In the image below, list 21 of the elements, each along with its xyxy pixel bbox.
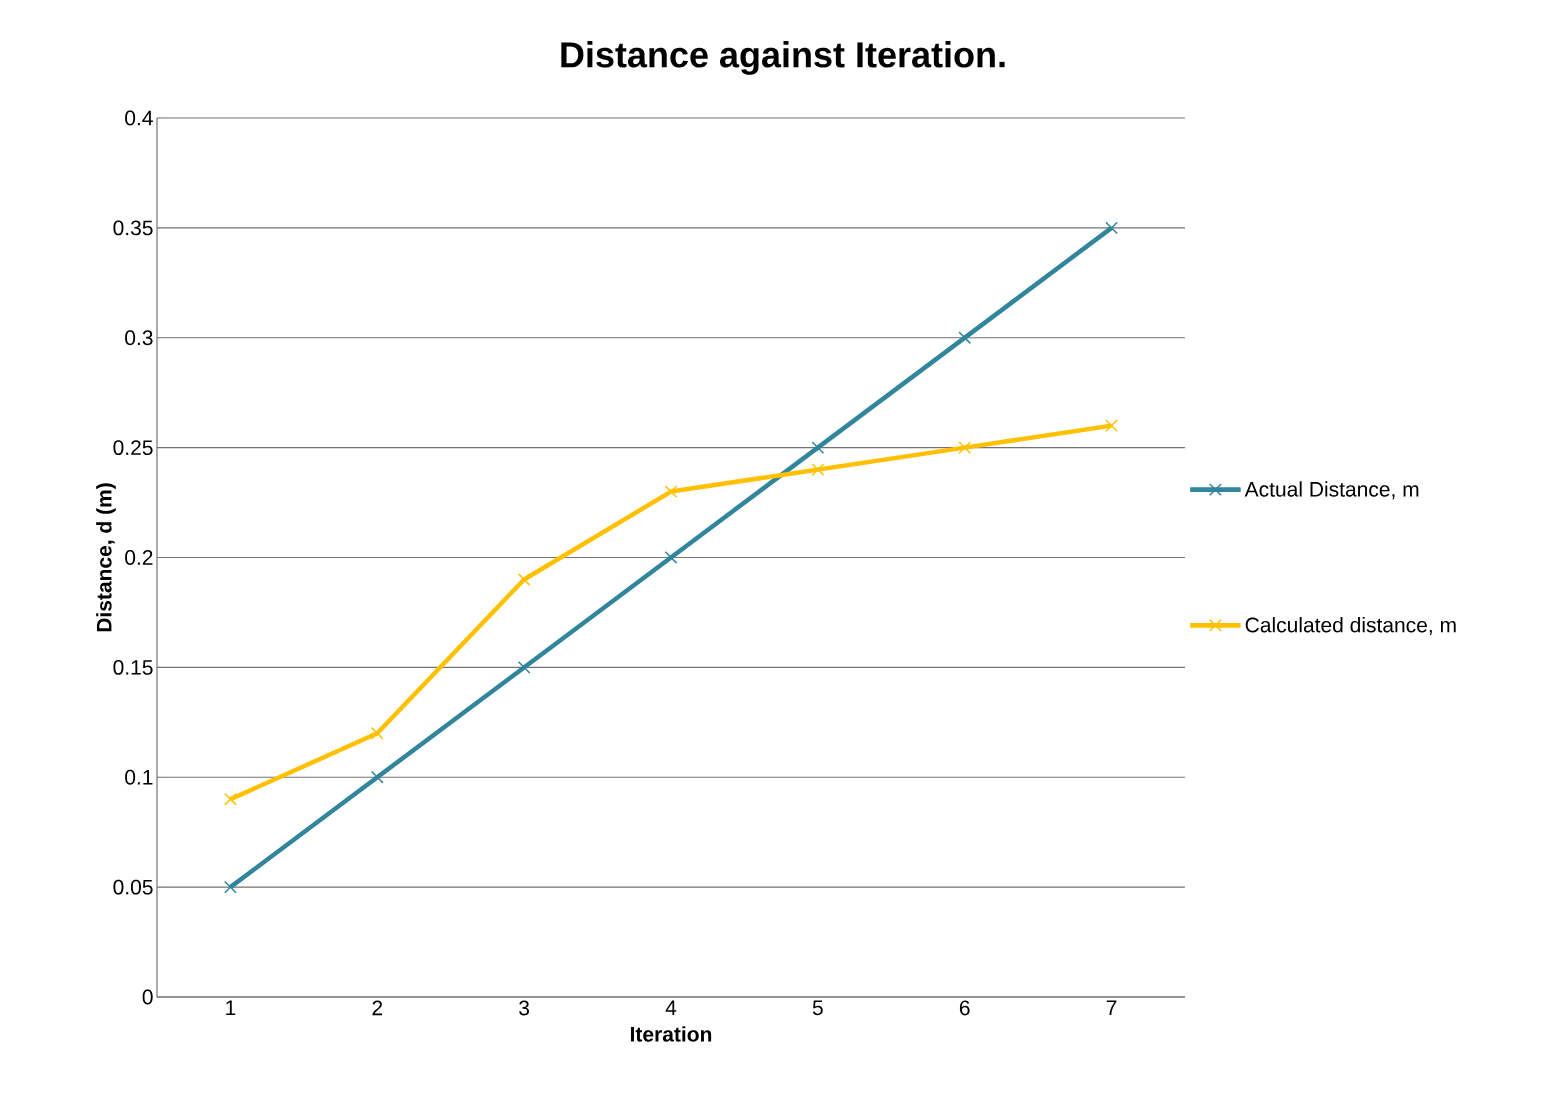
y-tick-label: 0.3: [125, 330, 153, 346]
legend-label: Calculated distance, m: [1245, 616, 1456, 635]
y-tick-label: 0.4: [125, 110, 153, 126]
x-tick-label: 4: [665, 1000, 677, 1015]
x-tick-label: 7: [1106, 1000, 1117, 1015]
y-tick-label: 0: [142, 989, 153, 1005]
y-tick-label: 0.1: [125, 769, 153, 785]
x-tick-label: 3: [519, 1000, 530, 1016]
y-tick-label: 0.05: [113, 879, 153, 895]
y-tick-label: 0.2: [125, 550, 153, 565]
x-tick-label: 2: [372, 1000, 383, 1016]
x-tick-label: 6: [959, 1000, 970, 1016]
chart-title: Distance against Iteration.: [561, 41, 1005, 75]
legend-label: Actual Distance, m: [1244, 481, 1419, 500]
x-tick-label: 1: [226, 1000, 236, 1015]
y-tick-label: 0.15: [113, 659, 153, 675]
y-tick-label: 0.35: [113, 220, 153, 236]
y-tick-label: 0.25: [113, 440, 153, 456]
x-axis-title: Iteration: [630, 1026, 712, 1042]
x-tick-label: 5: [812, 1000, 823, 1016]
y-axis-title: Distance, d (m): [96, 483, 116, 632]
